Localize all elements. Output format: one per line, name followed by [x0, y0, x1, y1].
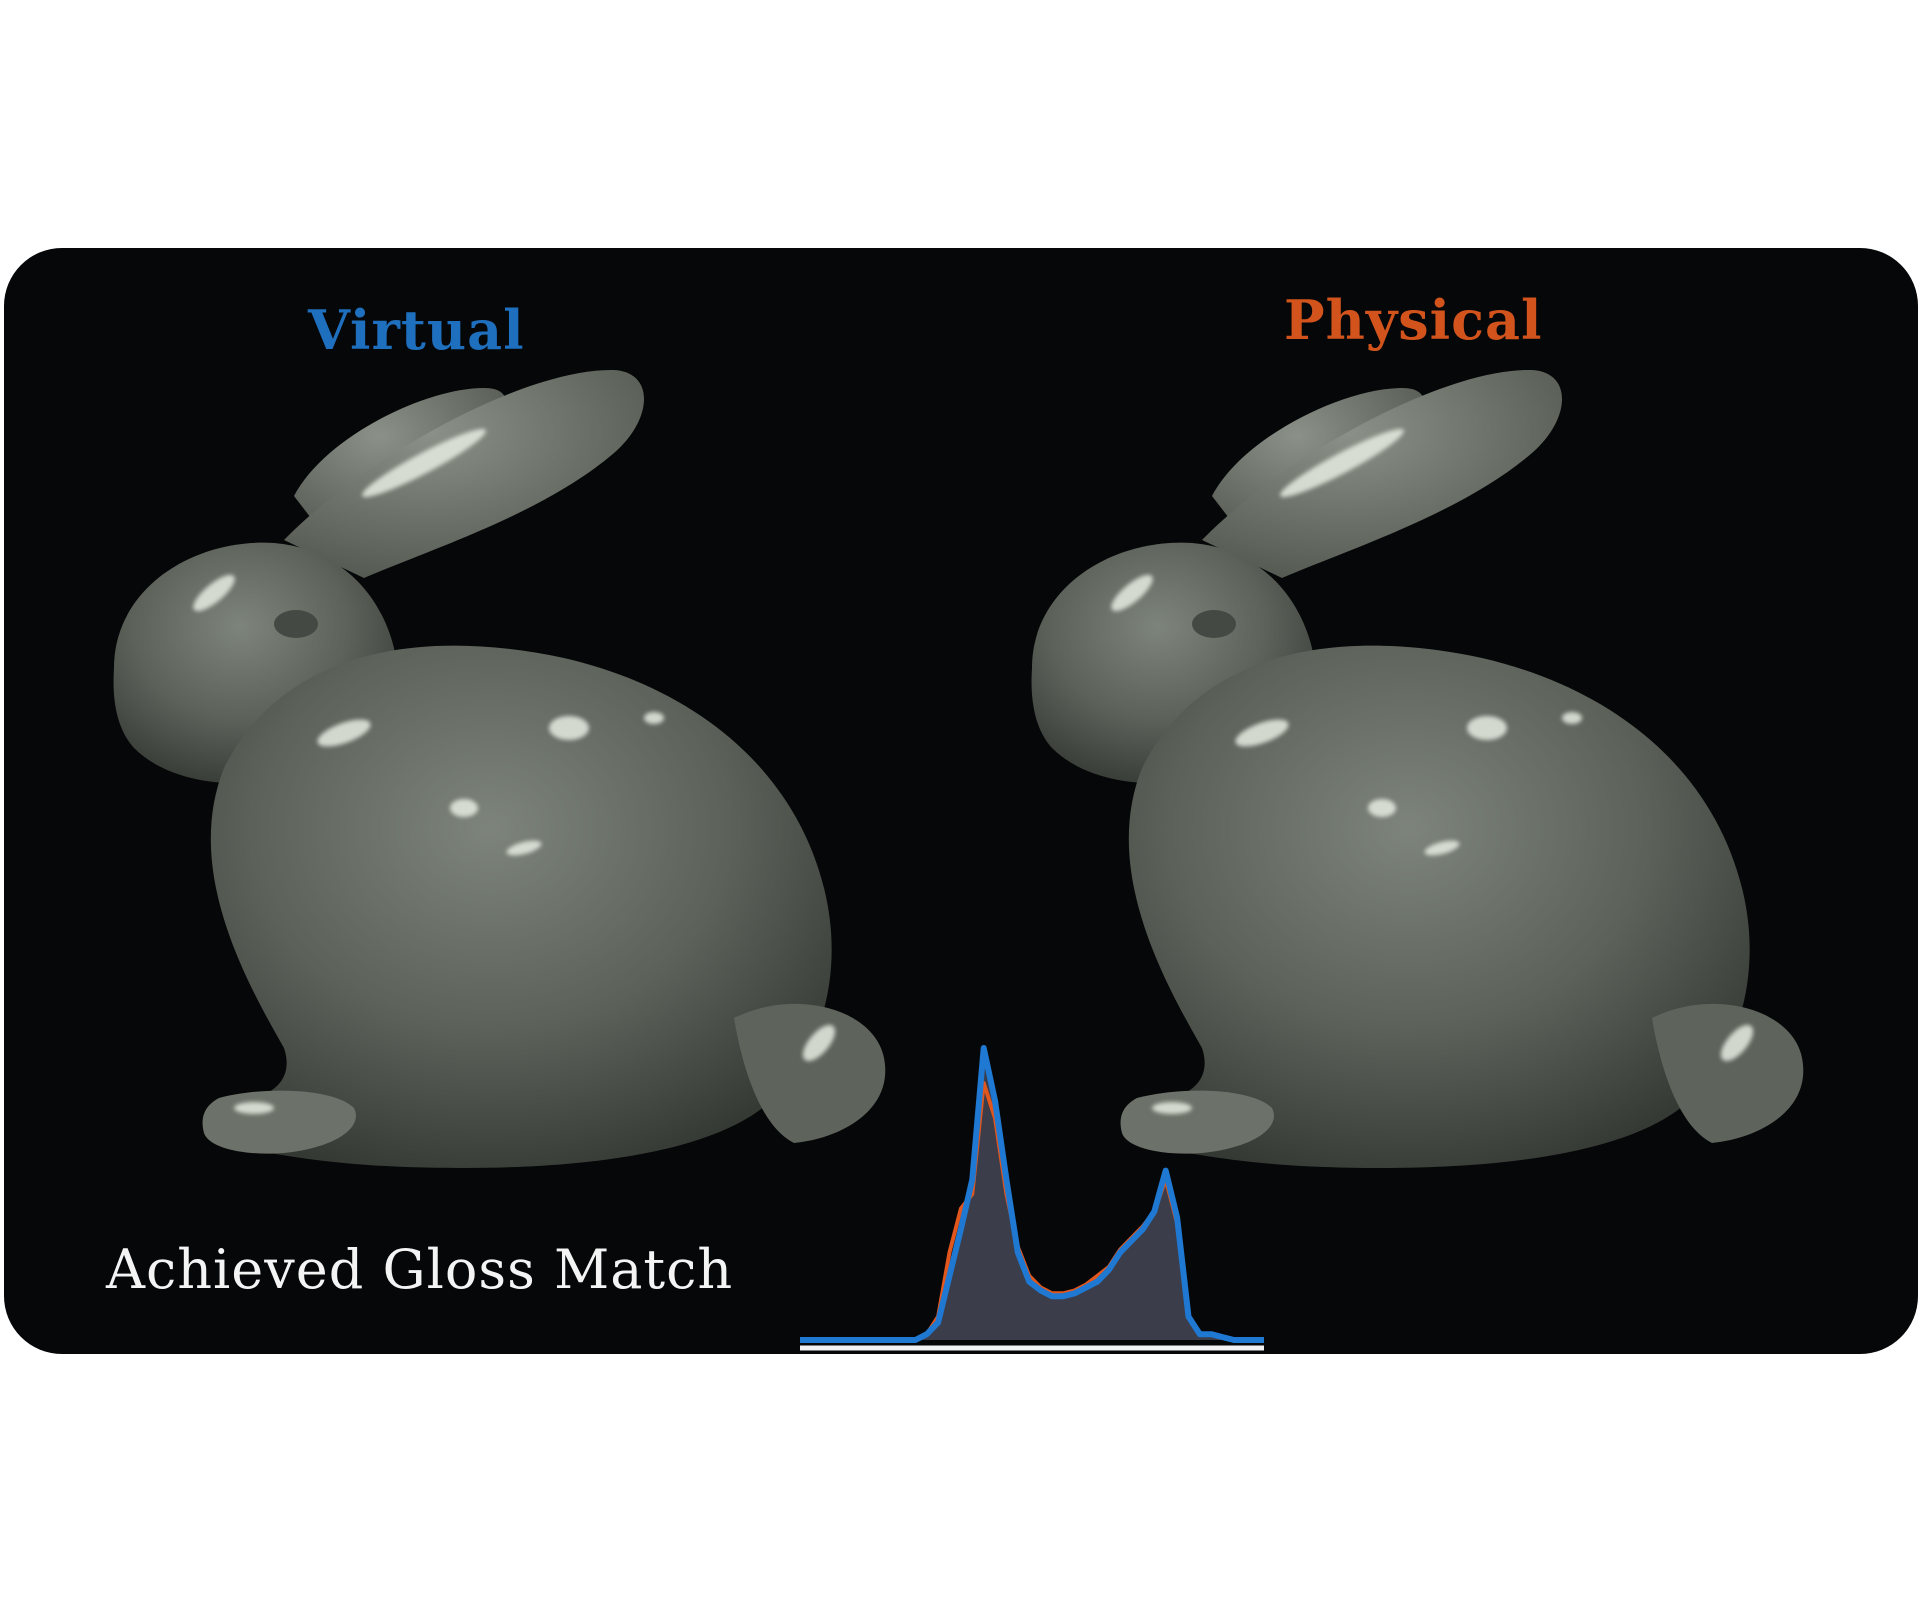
virtual-label: Virtual — [308, 298, 525, 362]
histogram-fill — [800, 1048, 1264, 1340]
bunny-figure-virtual — [113, 369, 886, 1168]
gloss-histogram — [800, 1045, 1264, 1351]
gloss-match-caption: Achieved Gloss Match — [106, 1238, 734, 1301]
comparison-panel: Virtual Physical Achieved Gloss Match — [4, 248, 1918, 1354]
bunny-scene — [113, 369, 1918, 1168]
histogram-virtual-curve — [800, 1045, 1264, 1343]
physical-label: Physical — [1284, 288, 1543, 352]
